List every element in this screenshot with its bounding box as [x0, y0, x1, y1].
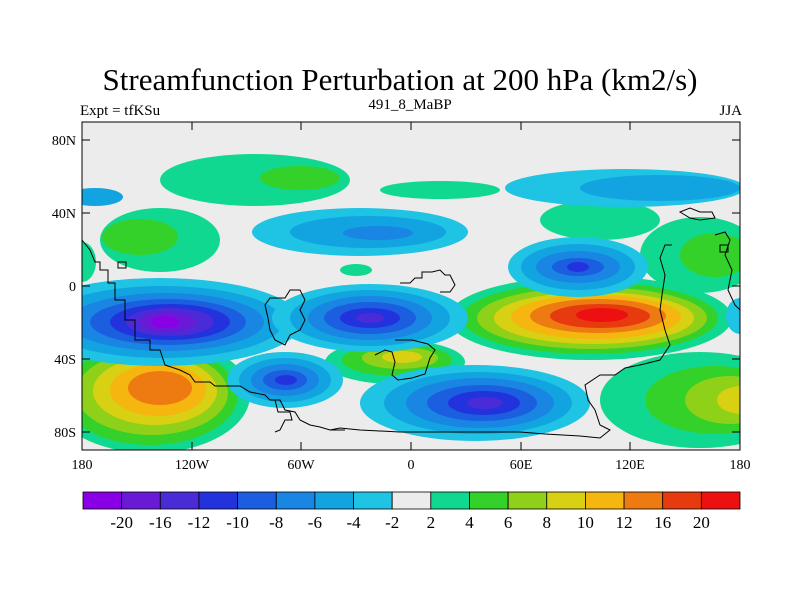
- season-label: JJA: [719, 103, 742, 119]
- contour-region: [576, 308, 628, 322]
- colorbar-swatch: [662, 491, 702, 510]
- colorbar-label: 20: [693, 513, 710, 532]
- colorbar-label: -4: [346, 513, 361, 532]
- experiment-label: Expt = tfKSu: [80, 103, 161, 119]
- coastline: [274, 399, 293, 433]
- colorbar-label: 4: [465, 513, 474, 532]
- coastline: [719, 244, 729, 253]
- contour-region: [680, 233, 740, 277]
- colorbar-swatch: [585, 491, 625, 510]
- contour-region: [151, 316, 179, 328]
- contour-fills: [82, 154, 740, 450]
- colorbar-label: -6: [308, 513, 322, 532]
- lat-tick-label: 40S: [54, 353, 76, 368]
- lon-tick-label: 180: [72, 458, 93, 473]
- colorbar-label: 16: [654, 513, 671, 532]
- lat-ticks: [82, 139, 740, 433]
- coastline: [374, 339, 436, 381]
- contour-region: [82, 188, 123, 206]
- colorbar-swatch: [159, 491, 200, 510]
- colorbar-label: 6: [504, 513, 513, 532]
- colorbar-swatch: [353, 491, 393, 510]
- coastline: [400, 269, 456, 293]
- colorbar-swatch: [507, 491, 548, 510]
- lon-tick-label: 120E: [615, 458, 645, 473]
- colorbar-swatch: [623, 491, 664, 510]
- colorbar-swatch: [314, 491, 354, 510]
- contour-region: [567, 262, 589, 272]
- colorbar-swatch: [198, 491, 238, 510]
- lon-tick-label: 0: [408, 458, 415, 473]
- lon-tick-label: 60E: [510, 458, 533, 473]
- lon-tick-label: 60W: [287, 458, 315, 473]
- contour-region: [128, 371, 192, 405]
- contour-region: [685, 376, 740, 424]
- colorbar-label: 8: [543, 513, 552, 532]
- contour-region: [340, 264, 372, 276]
- contour-region: [380, 181, 500, 199]
- colorbar-swatch: [469, 491, 509, 510]
- colorbar-swatch: [430, 491, 470, 510]
- colorbar: -20 -16 -12 -10 -8 -6 -4 -2 2 4 6 8 10 12 16 20: [82, 491, 741, 532]
- colorbar-swatch: [700, 491, 741, 510]
- contour-region: [102, 219, 178, 255]
- contour-region: [540, 200, 660, 240]
- colorbar-label: -2: [385, 513, 399, 532]
- contour-region: [356, 313, 384, 323]
- lat-tick-label: 80N: [52, 134, 76, 149]
- colorbar-swatch: [391, 491, 432, 510]
- contour-region: [580, 175, 740, 201]
- coastline: [329, 244, 672, 439]
- colorbar-label: 2: [427, 513, 436, 532]
- coastlines: [82, 207, 740, 439]
- colorbar-swatch: [121, 491, 161, 510]
- colorbar-swatch: [275, 491, 316, 510]
- contour-region: [467, 397, 503, 409]
- plot-title: Streamfunction Perturbation at 200 hPa (…: [102, 62, 698, 97]
- colorbar-label: -8: [269, 513, 283, 532]
- colorbar-swatch: [237, 491, 277, 510]
- coastline: [117, 261, 127, 269]
- colorbar-label: -10: [226, 513, 249, 532]
- contour-region: [260, 166, 340, 190]
- contour-region: [275, 375, 297, 385]
- lat-tick-label: 40N: [52, 207, 76, 222]
- lat-tick-label: 80S: [54, 426, 76, 441]
- lon-tick-label: 120W: [175, 458, 210, 473]
- coastline: [82, 239, 345, 431]
- coastline: [678, 207, 716, 221]
- colorbar-label: -16: [149, 513, 172, 532]
- lat-tick-label: 0: [69, 280, 76, 295]
- coastline: [264, 289, 306, 346]
- contour-region: [717, 386, 740, 414]
- colorbar-label: 10: [577, 513, 594, 532]
- contour-region: [82, 242, 96, 282]
- lon-ticks: [81, 122, 741, 450]
- colorbar-swatch: [546, 491, 586, 510]
- contour-region: [382, 351, 422, 363]
- lon-tick-label: 180: [730, 458, 751, 473]
- coastline: [714, 231, 740, 311]
- colorbar-label: 12: [616, 513, 633, 532]
- run-label: 491_8_MaBP: [368, 97, 452, 113]
- contour-region: [343, 226, 413, 240]
- colorbar-label: -12: [188, 513, 211, 532]
- colorbar-label: -20: [110, 513, 133, 532]
- colorbar-swatch: [82, 491, 123, 510]
